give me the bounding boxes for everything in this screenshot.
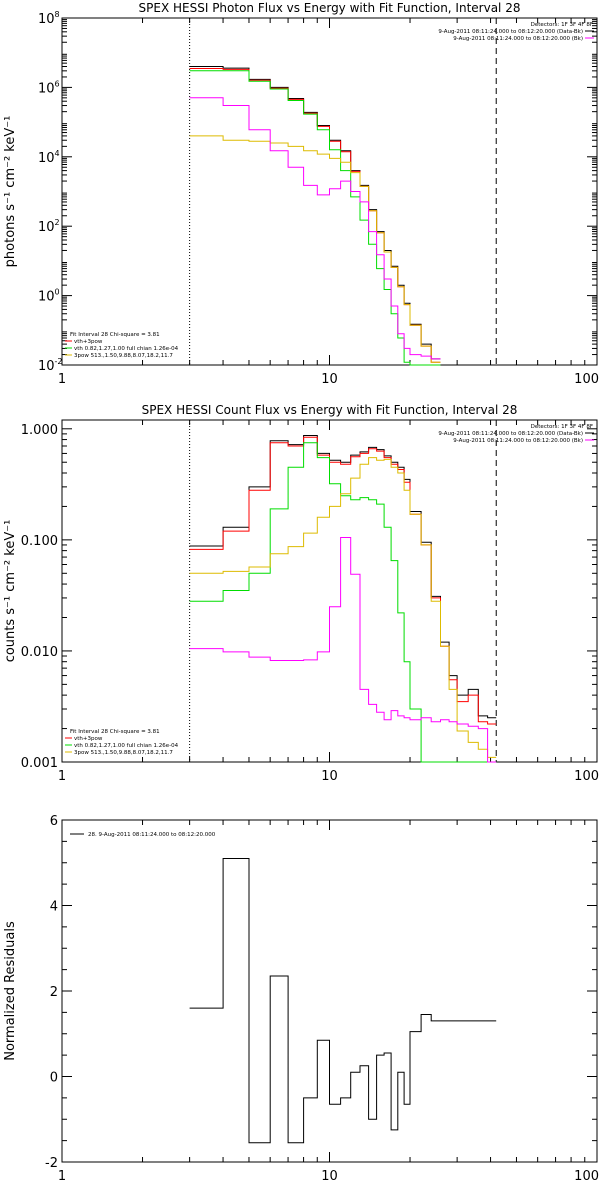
legend-entry: Detectors: 1F 3F 4F 8F: [531, 22, 593, 28]
y-tick-base: 10: [38, 220, 55, 235]
y-tick-label: -2: [45, 1156, 58, 1171]
legend-entry: vth 0.82,1.27,1.00 full chian 1.26e-04: [74, 346, 179, 352]
y-tick-exponent: 4: [55, 149, 60, 158]
legend-entry: Fit Interval 28 Chi-square = 3.81: [70, 332, 160, 338]
series-line: [189, 97, 441, 360]
chart-title: SPEX HESSI Count Flux vs Energy with Fit…: [142, 403, 518, 417]
y-axis-label: photons s⁻¹ cm⁻² keV⁻¹: [3, 116, 18, 268]
y-tick-exponent: 6: [55, 79, 60, 88]
x-tick-label: 100: [574, 372, 599, 387]
y-tick-base: 10: [38, 151, 55, 166]
series-line: [189, 135, 441, 363]
legend-entry: 3pow 513.,1.50,9.88,8.07,18.2,11.7: [74, 750, 173, 756]
x-tick-label: 10: [321, 372, 338, 387]
y-tick-exponent: 8: [55, 10, 60, 19]
y-tick-label: 104: [38, 149, 60, 166]
y-tick-label: 1.000: [21, 423, 58, 438]
y-tick-label: 6: [50, 814, 58, 829]
x-tick-label: 100: [574, 769, 599, 784]
y-tick-exponent: 2: [55, 218, 60, 227]
y-tick-label: 106: [38, 79, 60, 96]
x-tick-label: 1: [58, 769, 66, 784]
photon-flux-panel: SPEX HESSI Photon Flux vs Energy with Fi…: [3, 1, 599, 387]
y-tick-exponent: 0: [55, 288, 60, 297]
series-line: [189, 457, 497, 758]
chart-title: SPEX HESSI Photon Flux vs Energy with Fi…: [139, 1, 521, 15]
legend-entry: vth+3pow: [74, 736, 103, 742]
legend-entry: Detectors: 1F 3F 4F 8F: [531, 424, 593, 430]
plot-frame: [61, 819, 598, 1163]
series-line: [189, 442, 497, 763]
residuals-panel: 1 10 100 -2 0 2 4 6 Normalized Residuals 28. 9-Au…: [3, 814, 599, 1184]
y-tick-base: 10: [38, 12, 55, 27]
legend-entry: Fit Interval 28 Chi-square = 3.81: [70, 729, 160, 735]
series-line: [189, 435, 497, 719]
y-tick-base: 10: [38, 359, 55, 374]
x-tick-label: 1: [58, 372, 66, 387]
y-tick-label: 0: [50, 1071, 58, 1086]
series-line: [189, 66, 441, 360]
x-tick-label: 10: [321, 1169, 338, 1184]
y-axis-label: counts s⁻¹ cm⁻² keV⁻¹: [3, 520, 18, 663]
y-tick-label: 2: [50, 985, 58, 1000]
count-flux-panel: SPEX HESSI Count Flux vs Energy with Fit…: [3, 403, 599, 784]
y-tick-label: 4: [50, 900, 58, 915]
y-tick-exponent: -2: [55, 357, 63, 366]
series-line: [189, 436, 497, 725]
legend-entry: 9-Aug-2011 08:11:24.000 to 08:12:20.000 …: [453, 438, 583, 444]
legend-entry: 28. 9-Aug-2011 08:11:24.000 to 08:12:20.…: [88, 832, 216, 838]
y-tick-label: 0.010: [21, 645, 58, 660]
y-tick-label: 102: [38, 218, 60, 235]
legend-entry: 9-Aug-2011 08:11:24.000 to 08:12:20.000 …: [453, 36, 583, 42]
series-line: [189, 70, 441, 366]
series-line: [189, 537, 497, 763]
y-tick-label: 108: [38, 10, 60, 27]
x-tick-label: 1: [58, 1169, 66, 1184]
legend-entry: vth+3pow: [74, 339, 103, 345]
y-tick-label: 100: [38, 288, 60, 305]
legend-entry: 9-Aug-2011 08:11:24.000 to 08:12:20.000 …: [438, 431, 583, 437]
y-tick-label: 0.100: [21, 534, 58, 549]
legend-entry: vth 0.82,1.27,1.00 full chian 1.26e-04: [74, 743, 179, 749]
x-tick-label: 100: [574, 1169, 599, 1184]
legend-entry: 9-Aug-2011 08:11:24.000 to 08:12:20.000 …: [438, 29, 583, 35]
series-line: [189, 858, 497, 1144]
x-tick-label: 10: [321, 769, 338, 784]
y-axis-label: Normalized Residuals: [3, 921, 18, 1061]
y-tick-base: 10: [38, 290, 55, 305]
legend-entry: 3pow 513.,1.50,9.88,8.07,18.2,11.7: [74, 353, 173, 359]
y-tick-label: 10-2: [38, 357, 63, 374]
y-tick-label: 0.001: [21, 756, 58, 771]
y-tick-base: 10: [38, 81, 55, 96]
